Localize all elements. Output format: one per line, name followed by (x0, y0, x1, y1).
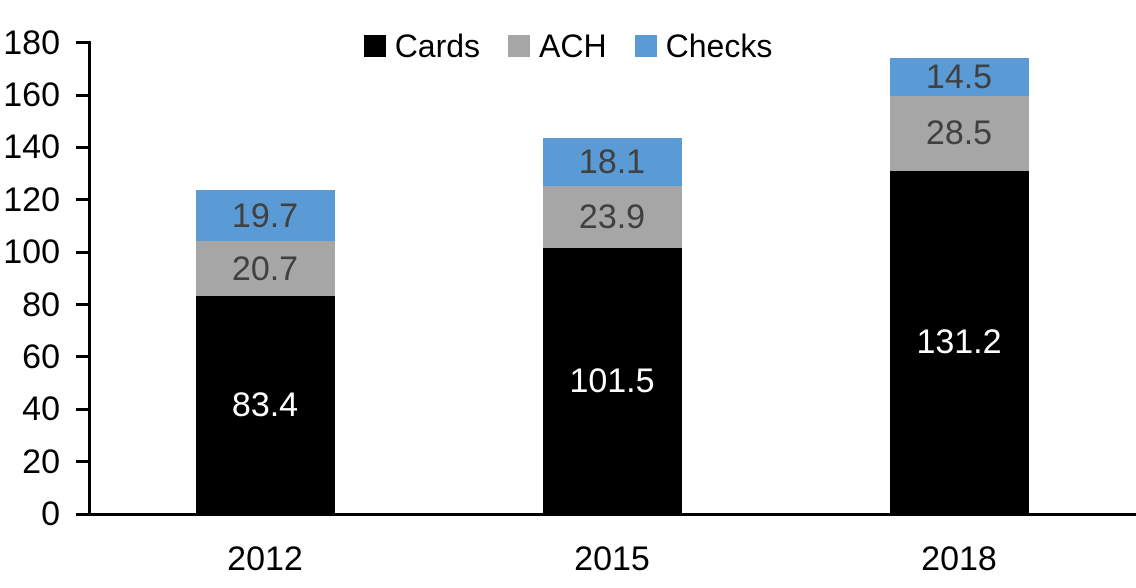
legend-swatch-cards (363, 35, 386, 57)
bar-segment-cards (889, 170, 1029, 514)
y-tick-mark (76, 145, 88, 149)
legend-label: Checks (665, 28, 773, 64)
y-tick-mark (76, 512, 88, 516)
y-tick-label: 140 (3, 128, 60, 167)
data-label-cards: 131.2 (916, 323, 1002, 362)
data-label-cards: 101.5 (569, 362, 655, 401)
y-tick-mark (76, 250, 88, 254)
x-category-label: 2018 (921, 540, 997, 578)
y-tick-mark (76, 303, 88, 307)
y-tick-label: 120 (3, 180, 60, 219)
y-tick-label: 160 (3, 76, 60, 115)
y-tick-mark (76, 93, 88, 97)
y-axis-line (88, 41, 91, 516)
y-tick-mark (76, 407, 88, 411)
data-label-cards: 83.4 (231, 385, 299, 424)
bar-segment-checks (542, 138, 682, 186)
legend: Cards ACH Checks (0, 30, 1136, 62)
legend-label: ACH (539, 28, 607, 64)
y-tick-label: 0 (41, 495, 60, 533)
bar-segment-ach (542, 185, 682, 249)
data-label-ach: 23.9 (578, 197, 646, 236)
y-tick-mark (76, 198, 88, 202)
y-tick-label: 20 (22, 442, 60, 481)
bar-segment-checks (195, 189, 335, 242)
y-tick-mark (76, 41, 88, 45)
legend-label: Cards (394, 28, 481, 64)
bar-segment-cards (542, 248, 682, 514)
legend-swatch-ach (508, 35, 531, 57)
legend-item-checks: Checks (634, 28, 773, 64)
data-label-checks: 19.7 (231, 196, 299, 235)
x-category-label: 2012 (227, 540, 303, 578)
y-tick-label: 180 (3, 23, 60, 62)
bar-segment-checks (889, 57, 1029, 96)
bar-segment-cards (195, 295, 335, 514)
legend-item-ach: ACH (508, 30, 607, 62)
data-label-ach: 20.7 (231, 249, 299, 288)
y-tick-label: 40 (22, 390, 60, 429)
data-label-checks: 14.5 (925, 57, 993, 96)
legend-swatch-checks (634, 35, 657, 57)
x-category-label: 2015 (574, 540, 650, 578)
bar-segment-ach (889, 95, 1029, 171)
y-tick-mark (76, 355, 88, 359)
y-tick-label: 80 (22, 285, 60, 324)
bar-segment-ach (195, 241, 335, 296)
y-tick-label: 100 (3, 233, 60, 272)
data-label-ach: 28.5 (925, 114, 993, 153)
data-label-checks: 18.1 (578, 143, 646, 181)
x-axis-line (88, 513, 1136, 516)
legend-item-cards: Cards (363, 28, 481, 64)
y-tick-label: 60 (22, 337, 60, 376)
y-tick-mark (76, 460, 88, 464)
